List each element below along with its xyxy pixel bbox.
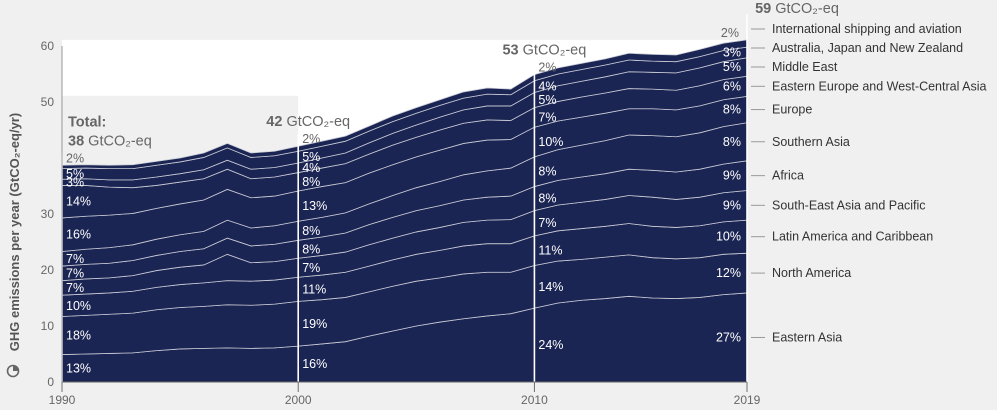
share-label-2000: 19% xyxy=(302,317,327,331)
share-label-2019: 10% xyxy=(716,230,741,244)
legend-item-international-shipping-and-aviation: International shipping and aviation xyxy=(772,22,962,36)
share-label-2000: 13% xyxy=(302,199,327,213)
share-label-2019: 2% xyxy=(721,26,739,40)
share-label-1990: 7% xyxy=(66,281,84,295)
total-value-2010: 53 GtCO₂-eq xyxy=(502,43,586,59)
share-label-2019: 9% xyxy=(723,169,741,183)
share-label-2000: 7% xyxy=(302,261,320,275)
legend-item-europe: Europe xyxy=(772,103,812,117)
share-label-2000: 5% xyxy=(302,150,320,164)
x-tick-label: 2019 xyxy=(734,393,761,407)
share-label-1990: 7% xyxy=(66,266,84,280)
share-label-2010: 11% xyxy=(538,244,562,258)
share-label-2010: 24% xyxy=(538,338,563,352)
share-label-2000: 2% xyxy=(302,132,320,146)
total-value-1990: 38 GtCO₂-eq xyxy=(68,133,152,149)
share-label-1990: 3% xyxy=(66,175,84,189)
share-label-2019: 12% xyxy=(716,266,741,280)
x-tick-label: 1990 xyxy=(49,393,76,407)
total-labels: Total: 38 GtCO₂-eq 42 GtCO₂-eq 53 GtCO₂-eq 5… xyxy=(68,1,839,149)
share-label-2019: 5% xyxy=(723,60,741,74)
share-label-2010: 2% xyxy=(538,61,556,75)
legend-item-north-america: North America xyxy=(772,266,851,280)
share-labels: 13%18%10%7%7%7%16%14%3%5%2%16%19%11%7%8%… xyxy=(66,26,741,375)
share-label-2010: 14% xyxy=(538,280,563,294)
refresh-icon xyxy=(6,364,20,378)
legend-item-latin-america-and-caribbean: Latin America and Caribbean xyxy=(772,230,933,244)
legend: Eastern Asia North America Latin America a… xyxy=(751,22,987,344)
share-label-2010: 7% xyxy=(538,216,556,230)
share-label-1990: 5% xyxy=(66,167,84,181)
share-label-2019: 8% xyxy=(723,103,741,117)
share-label-2010: 4% xyxy=(538,80,556,94)
y-tick-label: 10 xyxy=(41,319,55,333)
share-label-1990: 10% xyxy=(66,299,91,313)
share-label-1990: 18% xyxy=(66,329,91,343)
y-tick-label: 60 xyxy=(41,39,55,53)
x-tick-label: 2010 xyxy=(521,393,548,407)
share-label-2019: 3% xyxy=(723,45,741,59)
legend-item-middle-east: Middle East xyxy=(772,60,838,74)
share-label-2010: 10% xyxy=(538,135,563,149)
share-label-1990: 13% xyxy=(66,361,91,375)
share-label-2000: 16% xyxy=(302,357,327,371)
legend-item-eastern-asia: Eastern Asia xyxy=(772,330,842,344)
share-label-2000: 4% xyxy=(302,161,320,175)
total-value-2000: 42 GtCO₂-eq xyxy=(266,114,350,130)
y-tick-label: 50 xyxy=(41,95,55,109)
share-label-2010: 8% xyxy=(538,192,556,206)
share-label-2010: 5% xyxy=(538,93,556,107)
total-label: Total: xyxy=(68,114,106,130)
legend-item-south-east-asia-and-pacific: South-East Asia and Pacific xyxy=(772,198,926,212)
share-label-2019: 9% xyxy=(723,198,741,212)
share-label-2010: 7% xyxy=(538,110,556,124)
y-tick-label: 20 xyxy=(41,263,55,277)
y-tick-label: 0 xyxy=(47,375,54,389)
legend-item-australia-japan-and-new-zealand: Australia, Japan and New Zealand xyxy=(772,41,963,55)
y-tick-label: 30 xyxy=(41,207,55,221)
legend-item-eastern-europe-and-west-central-asia: Eastern Europe and West-Central Asia xyxy=(772,79,987,93)
share-label-2019: 8% xyxy=(723,135,741,149)
y-axis-label: GHG emissions per year (GtCO₂-eq/yr) xyxy=(7,113,22,351)
share-label-1990: 16% xyxy=(66,228,91,242)
total-value-2019: 59 GtCO₂-eq xyxy=(755,1,839,17)
share-label-1990: 2% xyxy=(66,151,84,165)
share-label-2000: 11% xyxy=(302,282,326,296)
share-label-2010: 8% xyxy=(538,165,556,179)
share-label-2019: 27% xyxy=(716,330,741,344)
share-label-2000: 8% xyxy=(302,242,320,256)
share-label-1990: 7% xyxy=(66,252,84,266)
share-label-2000: 8% xyxy=(302,224,320,238)
legend-item-africa: Africa xyxy=(772,169,804,183)
share-label-2019: 6% xyxy=(723,79,741,93)
legend-item-southern-asia: Southern Asia xyxy=(772,135,850,149)
axes: 1990 2000 2010 2019 0 10 20 30 50 60 xyxy=(41,39,761,407)
share-label-1990: 14% xyxy=(66,195,91,209)
share-label-2000: 8% xyxy=(302,175,320,189)
x-tick-label: 2000 xyxy=(285,393,312,407)
